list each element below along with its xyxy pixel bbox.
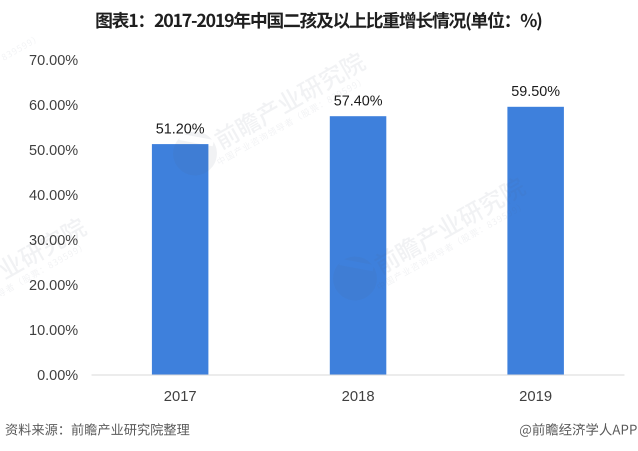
svg-text:20.00%: 20.00% — [29, 278, 78, 294]
svg-text:57.40%: 57.40% — [334, 93, 383, 109]
svg-text:40.00%: 40.00% — [29, 188, 78, 204]
svg-text:70.00%: 70.00% — [29, 53, 78, 69]
svg-text:51.20%: 51.20% — [156, 121, 205, 137]
svg-text:0.00%: 0.00% — [37, 368, 78, 384]
svg-text:10.00%: 10.00% — [29, 323, 78, 339]
svg-text:2018: 2018 — [342, 389, 375, 405]
svg-text:30.00%: 30.00% — [29, 233, 78, 249]
svg-text:50.00%: 50.00% — [29, 143, 78, 159]
svg-text:59.50%: 59.50% — [511, 84, 560, 100]
svg-text:2017: 2017 — [164, 389, 197, 405]
svg-text:2019: 2019 — [519, 389, 552, 405]
svg-text:60.00%: 60.00% — [29, 98, 78, 114]
